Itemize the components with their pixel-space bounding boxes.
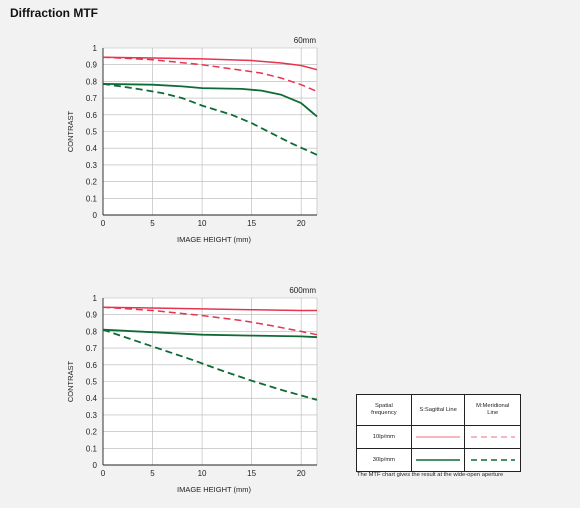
legend-row-10lp: 10lp/mm xyxy=(356,425,521,449)
legend-swatch-meridional-10lp xyxy=(464,425,521,449)
y-tick-label: 0.6 xyxy=(86,111,98,120)
x-tick-label: 0 xyxy=(101,219,106,228)
y-tick-label: 0 xyxy=(93,211,98,220)
y-tick-label: 0.2 xyxy=(86,178,98,187)
y-tick-label: 0.5 xyxy=(86,378,98,387)
y-tick-label: 0.1 xyxy=(86,444,98,453)
y-tick-label: 0.8 xyxy=(86,77,98,86)
y-tick-label: 0.9 xyxy=(86,61,98,70)
x-tick-label: 20 xyxy=(297,469,306,478)
series-line-m10 xyxy=(102,56,318,93)
series-line-s10 xyxy=(102,306,317,312)
legend-label-10lp: 10lp/mm xyxy=(356,425,412,449)
legend-swatch-meridional-30lp xyxy=(464,448,521,472)
y-axis-label: CONTRAST xyxy=(66,110,75,152)
x-tick-label: 5 xyxy=(150,469,155,478)
y-tick-label: 0.7 xyxy=(86,344,98,353)
y-tick-label: 0.6 xyxy=(86,361,98,370)
chart-0: 00.10.20.30.40.50.60.70.80.910 5 10 15 2060m… xyxy=(66,36,318,244)
y-axis-label: CONTRAST xyxy=(66,360,75,402)
page-title: Diffraction MTF xyxy=(10,6,98,20)
legend-label-30lp: 30lp/mm xyxy=(356,448,412,472)
legend-table: Spatial frequency S:Sagittal Line M:Meri… xyxy=(356,394,521,472)
legend-header-meridional: M:Meridional Line xyxy=(464,394,521,426)
series-line-m10 xyxy=(102,306,318,336)
x-tick-label: 10 xyxy=(198,219,207,228)
y-tick-label: 1 xyxy=(93,44,98,53)
legend-header-sagittal: S:Sagittal Line xyxy=(410,394,466,426)
x-axis-label: IMAGE HEIGHT (mm) xyxy=(177,485,252,494)
legend-header-frequency: Spatial frequency xyxy=(356,394,412,426)
series-line-m30 xyxy=(102,328,318,401)
legend-header-row: Spatial frequency S:Sagittal Line M:Meri… xyxy=(356,394,521,426)
legend-header-frequency-line2: frequency xyxy=(371,410,397,416)
legend-header-meridional-line1: M:Meridional xyxy=(476,403,510,409)
y-tick-label: 0.3 xyxy=(86,411,98,420)
legend-swatch-sagittal-10lp xyxy=(410,425,466,449)
y-tick-label: 0.4 xyxy=(86,144,98,153)
y-tick-label: 0.5 xyxy=(86,128,98,137)
y-tick-label: 0.1 xyxy=(86,194,98,203)
legend-swatch-sagittal-30lp xyxy=(410,448,466,472)
series-line-s30 xyxy=(102,328,318,339)
legend-header-meridional-line2: Line xyxy=(487,410,499,416)
x-tick-label: 10 xyxy=(198,469,207,478)
x-tick-label: 15 xyxy=(247,469,256,478)
y-tick-label: 0.8 xyxy=(86,327,98,336)
legend-row-30lp: 30lp/mm xyxy=(356,448,521,472)
y-tick-label: 1 xyxy=(93,294,98,303)
chart-title: 600mm xyxy=(289,286,316,295)
series-line-m30 xyxy=(102,83,318,156)
x-tick-label: 0 xyxy=(101,469,106,478)
chart-title: 60mm xyxy=(294,36,317,45)
x-tick-label: 5 xyxy=(150,219,155,228)
legend-header-frequency-line1: Spatial xyxy=(375,403,393,409)
series-line-s30 xyxy=(102,83,318,118)
y-tick-label: 0.9 xyxy=(86,311,98,320)
x-axis-label: IMAGE HEIGHT (mm) xyxy=(177,235,252,244)
y-tick-label: 0.3 xyxy=(86,161,98,170)
x-tick-label: 20 xyxy=(297,219,306,228)
y-tick-label: 0.4 xyxy=(86,394,98,403)
y-tick-label: 0 xyxy=(93,461,98,470)
footnote: The MTF chart gives the result at the wi… xyxy=(357,472,504,478)
y-tick-label: 0.2 xyxy=(86,428,98,437)
y-tick-label: 0.7 xyxy=(86,94,98,103)
x-tick-label: 15 xyxy=(247,219,256,228)
series-line-s10 xyxy=(102,56,318,71)
chart-1: 00.10.20.30.40.50.60.70.80.910 5 10 15 20600… xyxy=(66,286,318,494)
